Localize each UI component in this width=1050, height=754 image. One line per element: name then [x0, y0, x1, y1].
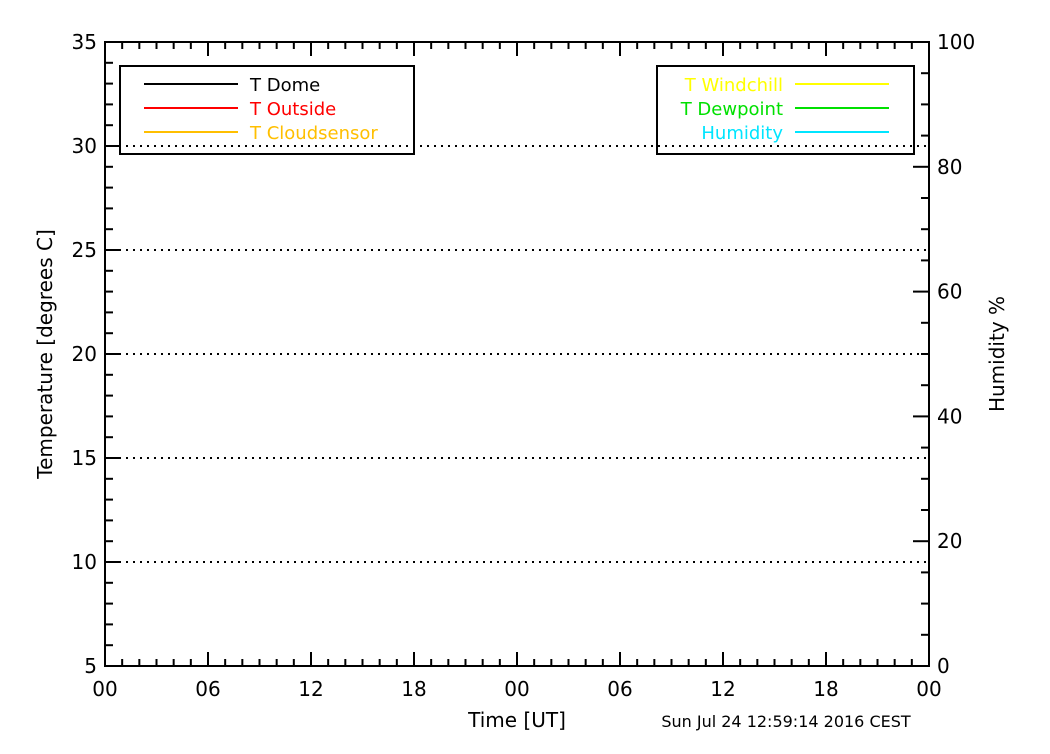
y-tick-label: 30 [72, 134, 97, 158]
y2-tick-label: 20 [937, 529, 962, 553]
y-tick-label: 10 [72, 550, 97, 574]
legend-label: T Dewpoint [680, 99, 783, 120]
y2-tick-label: 100 [937, 30, 975, 54]
x-tick-label: 00 [504, 677, 529, 701]
legend-box [656, 65, 915, 155]
x-tick-label: 18 [813, 677, 838, 701]
grid-lines [105, 145, 929, 563]
y-tick-label: 5 [84, 654, 97, 678]
axis-ticks [104, 41, 930, 667]
legend-label: Humidity [701, 123, 783, 144]
x-tick-label: 06 [607, 677, 632, 701]
y2-tick-label: 0 [937, 654, 950, 678]
legend-box [119, 65, 415, 155]
y2-tick-label: 60 [937, 280, 962, 304]
legend-label: T Outside [249, 99, 336, 120]
legend-label: T Windchill [684, 75, 783, 96]
tick-labels: 00 06 12 18 00 06 12 18 005101520253035020406080… [72, 30, 976, 701]
x-tick-label: 12 [298, 677, 323, 701]
y-tick-label: 20 [72, 342, 97, 366]
y2-tick-label: 40 [937, 404, 962, 428]
y-tick-label: 25 [72, 238, 97, 262]
timestamp: Sun Jul 24 12:59:14 2016 CEST [661, 712, 911, 731]
legend-label: T Dome [249, 75, 320, 96]
x-tick-label: 06 [195, 677, 220, 701]
x-tick-label: 00 [92, 677, 117, 701]
y-tick-label: 35 [72, 30, 97, 54]
y2-tick-label: 80 [937, 155, 962, 179]
x-axis-title: Time [UT] [467, 708, 566, 732]
x-tick-label: 12 [710, 677, 735, 701]
legend-label: T Cloudsensor [249, 123, 378, 144]
y-tick-label: 15 [72, 446, 97, 470]
y-axis-title: Temperature [degrees C] [33, 229, 57, 479]
x-tick-label: 00 [916, 677, 941, 701]
y2-axis-title: Humidity % [985, 296, 1009, 412]
legends: T Dome T Outside T Cloudsensor T Windchill T… [119, 65, 915, 155]
x-tick-label: 18 [401, 677, 426, 701]
